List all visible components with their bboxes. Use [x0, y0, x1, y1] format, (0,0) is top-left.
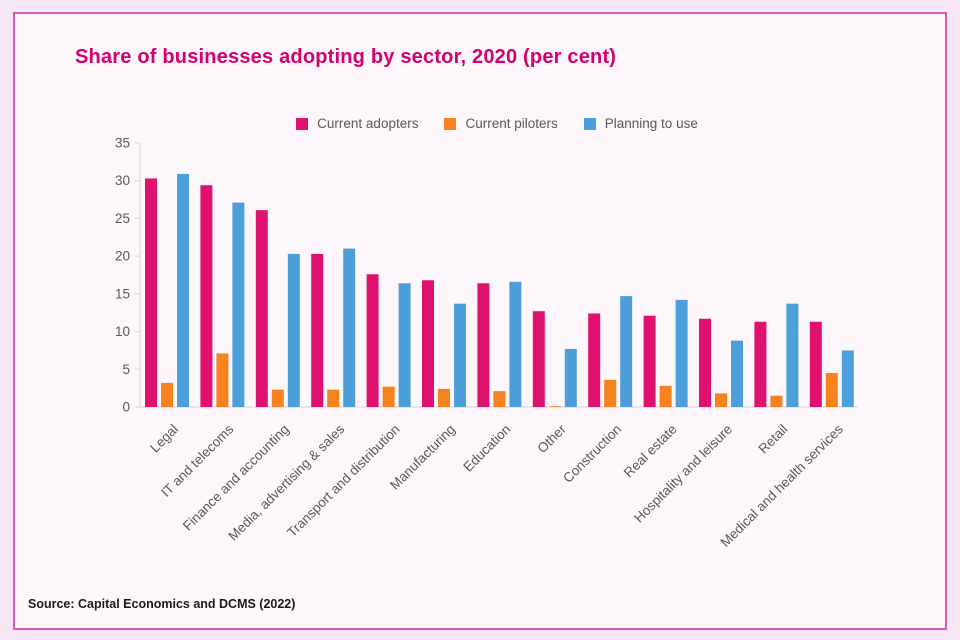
legend: Current adopters Current piloters Planning… [136, 116, 858, 131]
bar [161, 382, 173, 407]
legend-label: Planning to use [604, 116, 698, 131]
bar [398, 283, 411, 407]
bar [382, 386, 395, 407]
bar [675, 299, 688, 407]
legend-item: Current adopters [296, 116, 418, 131]
bar [216, 353, 229, 407]
y-tick-label: 15 [115, 286, 130, 301]
bar [145, 178, 157, 407]
bar [754, 321, 767, 407]
bar [659, 385, 672, 407]
bar [454, 303, 466, 407]
legend-label: Current adopters [317, 116, 419, 131]
bar [770, 395, 783, 407]
bar [477, 283, 490, 407]
legend-swatch [583, 117, 596, 130]
bar [841, 350, 854, 407]
bar [825, 373, 838, 407]
bar [255, 210, 268, 407]
bar [177, 173, 189, 407]
y-tick-label: 35 [115, 136, 130, 151]
bar [643, 315, 656, 407]
y-tick-label: 5 [122, 362, 130, 377]
y-tick-label: 10 [115, 324, 130, 339]
bar [786, 303, 799, 407]
bar [532, 311, 545, 407]
x-category-label: Media, advertising & sales [225, 421, 347, 543]
bar [327, 389, 340, 407]
y-tick-label: 0 [122, 400, 130, 415]
x-category-label: Construction [560, 422, 624, 486]
bar [715, 393, 727, 407]
bar [438, 388, 450, 407]
chart-title: Share of businesses adopting by sector, … [75, 46, 617, 68]
y-tick-label: 20 [115, 249, 130, 264]
bar [564, 348, 577, 407]
x-category-label: Education [460, 422, 513, 475]
bar [509, 281, 522, 407]
y-tick-label: 30 [115, 173, 130, 188]
x-category-label: Legal [147, 422, 181, 456]
x-category-label: Other [534, 421, 569, 456]
bar [548, 406, 561, 407]
bar [493, 391, 506, 407]
bar [422, 280, 434, 407]
legend-item: Planning to use [583, 116, 698, 131]
bar [604, 379, 617, 407]
legend-item: Current piloters [444, 116, 558, 131]
bar [271, 389, 284, 407]
bar [731, 340, 743, 407]
bar [200, 185, 213, 407]
x-category-label: Hospitality and leisure [631, 422, 735, 526]
x-category-label: Real estate [621, 422, 680, 481]
legend-swatch [444, 117, 457, 130]
bar [699, 318, 711, 407]
bar [232, 202, 245, 407]
legend-swatch [296, 117, 309, 130]
source-note: Source: Capital Economics and DCMS (2022… [28, 597, 296, 611]
bar [366, 274, 379, 407]
x-category-label: Transport and distribution [284, 422, 403, 541]
y-tick-label: 25 [115, 211, 130, 226]
bar [620, 296, 633, 407]
bar [343, 248, 356, 407]
legend-label: Current piloters [465, 116, 558, 131]
bar [287, 253, 300, 407]
x-category-label: Retail [756, 422, 791, 457]
bar [588, 313, 601, 407]
bar [809, 321, 822, 407]
x-category-label: Finance and accounting [180, 422, 292, 534]
bar [311, 253, 324, 407]
